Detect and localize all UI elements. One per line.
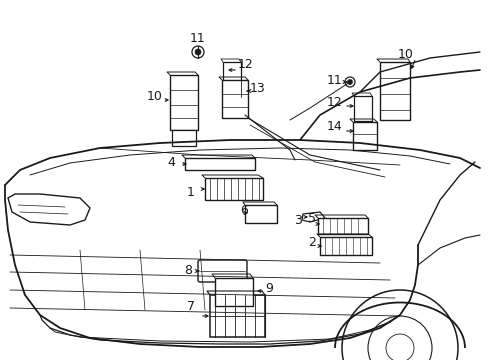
Bar [353,96,371,121]
Text: 6: 6 [240,203,247,216]
Bar [223,62,241,97]
Bar [204,178,263,200]
Bar [352,122,376,150]
Text: 1: 1 [187,185,195,198]
Bar [209,295,264,337]
Text: 14: 14 [325,121,341,134]
Bar [222,80,247,118]
Bar [319,237,371,255]
Text: 3: 3 [293,213,302,226]
Bar [172,130,196,146]
Bar [184,158,254,170]
Bar [170,75,198,130]
Text: 4: 4 [167,157,175,170]
Text: 7: 7 [186,301,195,314]
Bar [215,278,252,306]
FancyBboxPatch shape [198,260,246,282]
Text: 11: 11 [325,73,341,86]
Polygon shape [302,212,325,222]
Bar [244,205,276,223]
Bar [379,62,409,120]
Bar [317,218,367,234]
Circle shape [347,80,352,85]
Polygon shape [8,194,90,225]
Text: 9: 9 [264,282,272,294]
Text: 13: 13 [249,81,265,94]
Text: 12: 12 [238,58,253,72]
Text: 10: 10 [397,49,413,62]
Text: 8: 8 [183,264,192,276]
Text: 2: 2 [307,235,315,248]
Text: 11: 11 [190,31,205,45]
Circle shape [195,49,201,55]
Text: 5: 5 [307,211,315,225]
Text: 12: 12 [325,95,341,108]
Text: 10: 10 [147,90,163,104]
